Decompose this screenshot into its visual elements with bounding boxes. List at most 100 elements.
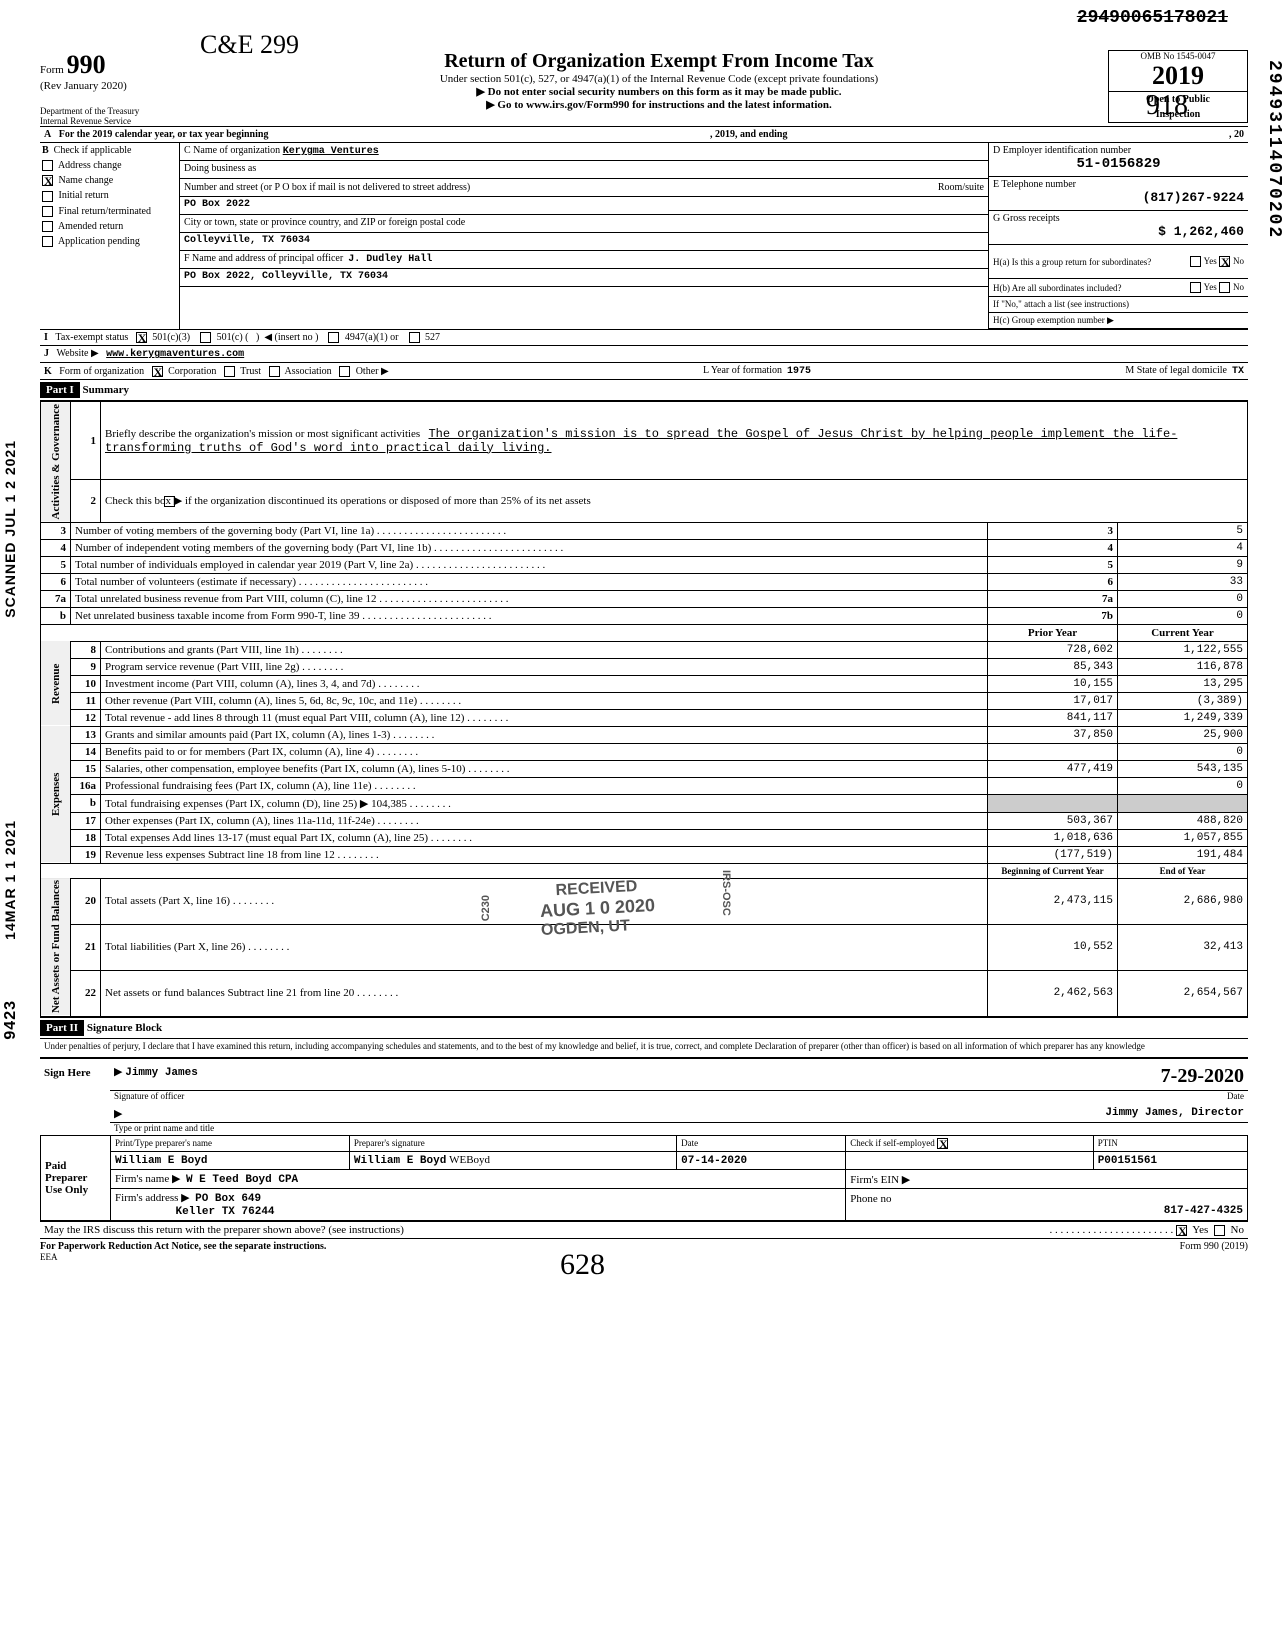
prep-name-lbl: Print/Type preparer's name — [111, 1135, 350, 1151]
prep-sig-lbl: Preparer's signature — [349, 1135, 676, 1151]
ptin-val: P00151561 — [1093, 1152, 1247, 1170]
d-lbl: D Employer identification number — [993, 145, 1244, 156]
table-row: 4Number of independent voting members of… — [41, 539, 1248, 556]
discuss-no-lbl: No — [1231, 1224, 1244, 1236]
received-stamp: RECEIVED AUG 1 0 2020 OGDEN, UT — [539, 877, 657, 940]
vert-gov: Activities & Governance — [41, 402, 71, 522]
paperwork: For Paperwork Reduction Act Notice, see … — [40, 1241, 326, 1252]
prep-date: 07-14-2020 — [677, 1152, 846, 1170]
website: www.kerygmaventures.com — [106, 349, 244, 360]
city-lbl: City or town, state or province country,… — [180, 215, 988, 233]
b-check-2[interactable] — [42, 191, 53, 202]
form-header: Form 990 (Rev January 2020) Department o… — [40, 50, 1248, 126]
discuss-no[interactable] — [1214, 1225, 1225, 1236]
b-check-0[interactable] — [42, 160, 53, 171]
ha-no-lbl: No — [1233, 256, 1244, 266]
table-row: 7aTotal unrelated business revenue from … — [41, 590, 1248, 607]
part1-title: Summary — [83, 384, 129, 396]
phone-lbl: Phone no — [850, 1193, 891, 1205]
b-check-1[interactable] — [42, 175, 53, 186]
subtitle3: ▶ Go to www.irs.gov/Form990 for instruct… — [220, 98, 1098, 111]
c230-stamp: C230 — [480, 895, 492, 921]
f-name: J. Dudley Hall — [348, 254, 432, 265]
col-end: End of Year — [1118, 863, 1248, 878]
hb-no[interactable] — [1219, 282, 1230, 293]
j-lbl: Website ▶ — [57, 348, 99, 359]
table-row: 3Number of voting members of the governi… — [41, 522, 1248, 539]
ha-no[interactable] — [1219, 256, 1230, 267]
k-other[interactable] — [339, 366, 350, 377]
phone: (817)267-9224 — [993, 190, 1244, 205]
discuss-yes[interactable] — [1176, 1225, 1187, 1236]
firm-name: W E Teed Boyd CPA — [186, 1174, 298, 1186]
table-row: Revenue8Contributions and grants (Part V… — [41, 641, 1248, 658]
street-lbl: Number and street (or P O box if mail is… — [184, 182, 470, 193]
street-val: PO Box 2022 — [180, 197, 988, 215]
b-check-3[interactable] — [42, 206, 53, 217]
form-footer: Form 990 (2019) — [1180, 1241, 1248, 1252]
i-501c[interactable] — [200, 332, 211, 343]
g-lbl: G Gross receipts — [993, 213, 1244, 224]
form-number: 990 — [67, 50, 106, 79]
k-corp[interactable] — [152, 366, 163, 377]
subtitle2: ▶ Do not enter social security numbers o… — [220, 85, 1098, 98]
i-501c3[interactable] — [136, 332, 147, 343]
b-header: Check if applicable — [54, 145, 132, 156]
k-opt0: Corporation — [168, 366, 216, 377]
dept1: Department of the Treasury — [40, 106, 210, 116]
form-rev: (Rev January 2020) — [40, 80, 210, 92]
k-assoc[interactable] — [269, 366, 280, 377]
scan-stamp-1: SCANNED JUL 1 2 2021 — [2, 440, 18, 618]
self-emp-check[interactable] — [937, 1138, 948, 1149]
b-item: Initial return — [42, 190, 177, 201]
col-c: C Name of organization Kerygma Ventures … — [180, 143, 988, 329]
prep-sig: William E Boyd — [354, 1155, 446, 1167]
sig-date-lbl: Date — [1227, 1091, 1244, 1101]
form-title: Return of Organization Exempt From Incom… — [220, 50, 1098, 73]
b-item: Address change — [42, 160, 177, 171]
part2-title: Signature Block — [87, 1022, 162, 1034]
table-row: 16aProfessional fundraising fees (Part I… — [41, 777, 1248, 794]
table-row: 15Salaries, other compensation, employee… — [41, 760, 1248, 777]
hb-lbl: H(b) Are all subordinates included? — [993, 283, 1121, 293]
b-item: Final return/terminated — [42, 206, 177, 217]
discuss-yes-lbl: Yes — [1192, 1224, 1208, 1236]
ptin-lbl: PTIN — [1093, 1135, 1247, 1151]
table-row: 10Investment income (Part VIII, column (… — [41, 675, 1248, 692]
domicile: TX — [1232, 366, 1244, 377]
dba-lbl: Doing business as — [180, 161, 988, 179]
omb: OMB No 1545-0047 — [1109, 51, 1247, 61]
hb-yes[interactable] — [1190, 282, 1201, 293]
handwritten-628: 628 — [560, 1248, 605, 1282]
hc-lbl: H(c) Group exemption number ▶ — [989, 313, 1248, 329]
i-4947[interactable] — [328, 332, 339, 343]
dept2: Internal Revenue Service — [40, 116, 210, 126]
sign-here: Sign Here — [40, 1059, 110, 1133]
city-val: Colleyville, TX 76034 — [180, 233, 988, 251]
line-a-1: For the 2019 calendar year, or tax year … — [59, 129, 269, 140]
discuss-lbl: May the IRS discuss this return with the… — [44, 1224, 404, 1236]
k-opt1: Trust — [240, 366, 261, 377]
firm-addr-lbl: Firm's address ▶ — [115, 1192, 190, 1204]
penalty-text: Under penalties of perjury, I declare th… — [40, 1039, 1248, 1053]
table-row: Expenses13Grants and similar amounts pai… — [41, 726, 1248, 743]
ha-yes[interactable] — [1190, 256, 1201, 267]
tax-year: 2019 — [1109, 61, 1247, 91]
i-opt0: 501(c)(3) — [152, 332, 190, 343]
b-check-4[interactable] — [42, 221, 53, 232]
c-name-lbl: C Name of organization — [184, 145, 280, 156]
i-527[interactable] — [409, 332, 420, 343]
ein: 51-0156829 — [993, 156, 1244, 172]
k-opt3: Other ▶ — [356, 366, 389, 377]
subtitle1: Under section 501(c), 527, or 4947(a)(1)… — [220, 73, 1098, 85]
f-addr: PO Box 2022, Colleyville, TX 76034 — [180, 269, 988, 287]
b-check-5[interactable] — [42, 236, 53, 247]
col-b: B Check if applicable Address change Nam… — [40, 143, 180, 329]
part2-hdr: Part II — [40, 1020, 84, 1036]
k-trust[interactable] — [224, 366, 235, 377]
i-opt2: ◀ (insert no ) — [264, 332, 318, 343]
table-row: 18Total expenses Add lines 13-17 (must e… — [41, 829, 1248, 846]
line2-check[interactable] — [164, 496, 175, 507]
sig-title-lbl: Type or print name and title — [110, 1123, 1248, 1133]
handwritten-918: 918 — [1146, 90, 1188, 122]
